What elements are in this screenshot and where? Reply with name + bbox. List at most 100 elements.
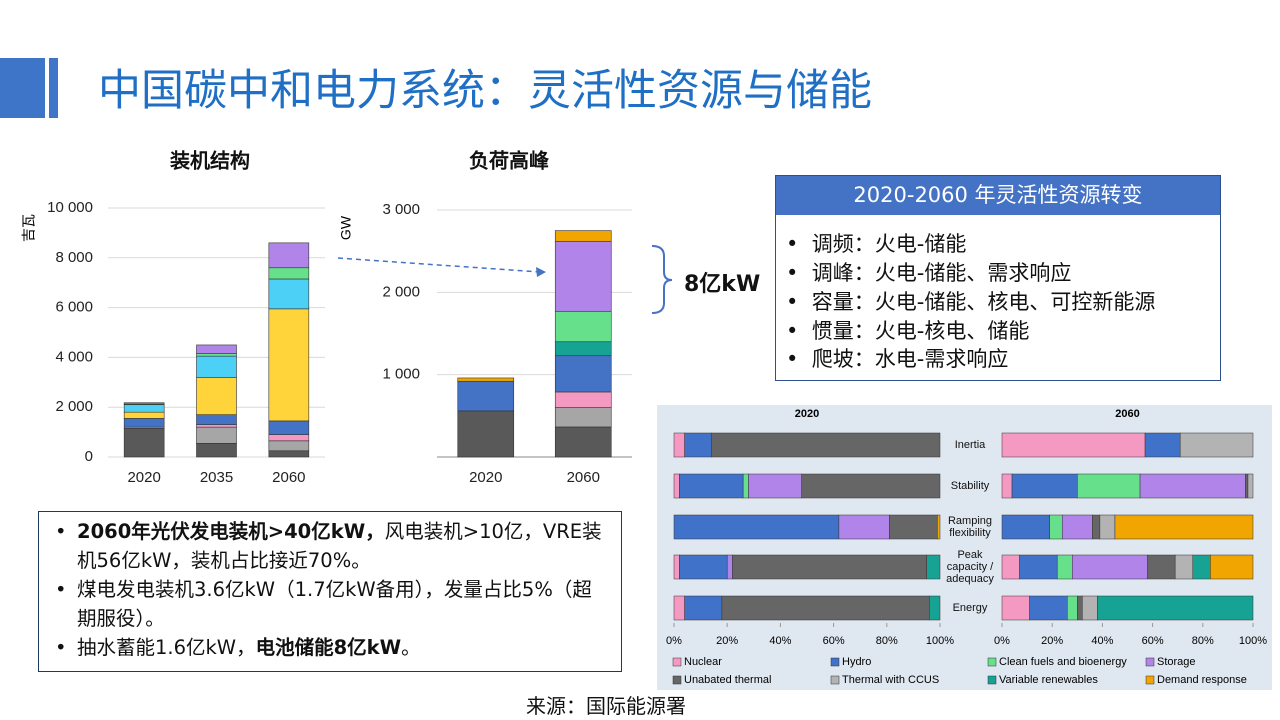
bar-segment: [1001, 554, 1020, 580]
bar-segment: [1114, 514, 1254, 540]
note-run: 抽水蓄能1.6亿kW，: [77, 636, 256, 659]
legend-swatch: [987, 675, 997, 685]
bar-segment: [268, 267, 310, 280]
bar-segment: [1061, 514, 1093, 540]
bar-segment: [457, 377, 515, 382]
bar-segment: [123, 404, 165, 413]
title-block: [49, 58, 58, 118]
panel-title: 2020: [795, 408, 819, 420]
bar-segment: [1001, 595, 1030, 621]
bar-segment: [1147, 554, 1176, 580]
y-axis-label: GW: [338, 215, 354, 240]
slide-title: 中国碳中和电力系统：灵活性资源与储能: [98, 66, 872, 116]
legend-swatch: [672, 675, 682, 685]
category-label: Stability: [950, 480, 990, 492]
note-run: 电池储能8亿kW: [255, 636, 402, 659]
bar-segment: [721, 595, 930, 621]
y-tick-label: 3 000: [382, 201, 420, 218]
panel-title: 2060: [1115, 408, 1139, 420]
bar-segment: [196, 414, 237, 425]
bar-segment: [937, 514, 941, 540]
bar-segment: [1067, 595, 1078, 621]
bracket: [651, 245, 673, 314]
box-title: 2020-2060 年灵活性资源转变: [776, 176, 1220, 215]
note-run: 2060年光伏发电装机>40亿kW，: [77, 520, 385, 543]
y-tick-label: 8 000: [55, 249, 93, 266]
bar-segment: [1192, 554, 1211, 580]
x-tick-label: 20%: [716, 635, 738, 647]
bar-segment: [889, 514, 938, 540]
bar-segment: [1082, 595, 1098, 621]
bar-segment: [1019, 554, 1058, 580]
bar-segment: [554, 310, 612, 343]
bar-segment: [679, 554, 728, 580]
bar-segment: [268, 278, 310, 310]
x-tick-label: 60%: [1142, 635, 1164, 647]
source: 来源：国际能源署: [526, 694, 686, 718]
y-tick-label: 10 000: [47, 199, 93, 216]
chart-title: 负荷高峰: [469, 148, 549, 172]
y-tick-label: 4 000: [55, 348, 93, 365]
bar-segment: [1247, 473, 1254, 499]
x-tick-label: 40%: [1091, 635, 1113, 647]
bar-segment: [123, 411, 165, 419]
y-tick-label: 2 000: [55, 398, 93, 415]
bar-segment: [673, 595, 685, 621]
bar-segment: [1001, 432, 1146, 458]
bar-segment: [1049, 514, 1063, 540]
bar-segment: [554, 240, 612, 312]
bar-segment: [1056, 554, 1073, 580]
bar-segment: [838, 514, 890, 540]
x-tick-label: 2020: [127, 469, 160, 486]
legend-label: Nuclear: [684, 656, 722, 668]
bar-segment: [1011, 473, 1078, 499]
bar-segment: [554, 230, 612, 242]
bar-segment: [554, 426, 612, 458]
title-block: [0, 58, 45, 118]
y-tick-label: 2 000: [382, 283, 420, 300]
category-label: Peak capacity / adequacy: [946, 549, 994, 585]
bar-segment: [268, 420, 310, 435]
y-axis-label: 吉瓦: [21, 214, 37, 242]
bar-segment: [196, 355, 237, 378]
bar-segment: [929, 595, 941, 621]
legend-swatch: [672, 657, 682, 667]
bar-segment: [1179, 432, 1254, 458]
x-tick-label: 60%: [823, 635, 845, 647]
box-item: 惯量：火电-核电、储能: [811, 319, 1030, 343]
bar-segment: [801, 473, 941, 499]
bar-segment: [196, 353, 237, 357]
category-label: Ramping flexibility: [947, 515, 993, 539]
bar-segment: [123, 428, 165, 458]
arrow: [337, 257, 541, 273]
legend-label: Thermal with CCUS: [842, 674, 939, 686]
bar-segment: [1097, 595, 1254, 621]
bar-segment: [679, 473, 744, 499]
legend-label: Hydro: [842, 656, 871, 668]
note-run: 煤电发电装机3.6亿kW（1.7亿kW备用），发量占比5%（超期服役）。: [77, 578, 592, 630]
x-tick-label: 80%: [876, 635, 898, 647]
y-tick-label: 0: [85, 448, 93, 465]
box-item: 爬坡：水电-需求响应: [811, 347, 1009, 371]
y-tick-label: 6 000: [55, 299, 93, 316]
bar-segment: [196, 377, 237, 415]
bar-segment: [196, 443, 237, 458]
note: 2060年光伏发电装机>40亿kW，风电装机>10亿，VRE装机56亿kW，装机…: [49, 517, 611, 575]
x-tick-label: 0%: [666, 635, 682, 647]
x-tick-label: 20%: [1041, 635, 1063, 647]
bar-segment: [684, 595, 723, 621]
note-run: 。: [401, 636, 421, 659]
bar-segment: [1210, 554, 1254, 580]
bar-segment: [1077, 473, 1141, 499]
note-run: 风电装机>10亿，VRE装机56亿kW，装机占比接近70%。: [77, 520, 602, 572]
arrow-head: [536, 267, 546, 277]
bar-segment: [673, 432, 685, 458]
bar-segment: [268, 308, 310, 422]
bar-segment: [1077, 595, 1083, 621]
bar-segment: [926, 554, 941, 580]
bar-segment: [554, 355, 612, 393]
x-tick-label: 100%: [1239, 635, 1267, 647]
legend-swatch: [830, 675, 840, 685]
bar-segment: [554, 391, 612, 408]
